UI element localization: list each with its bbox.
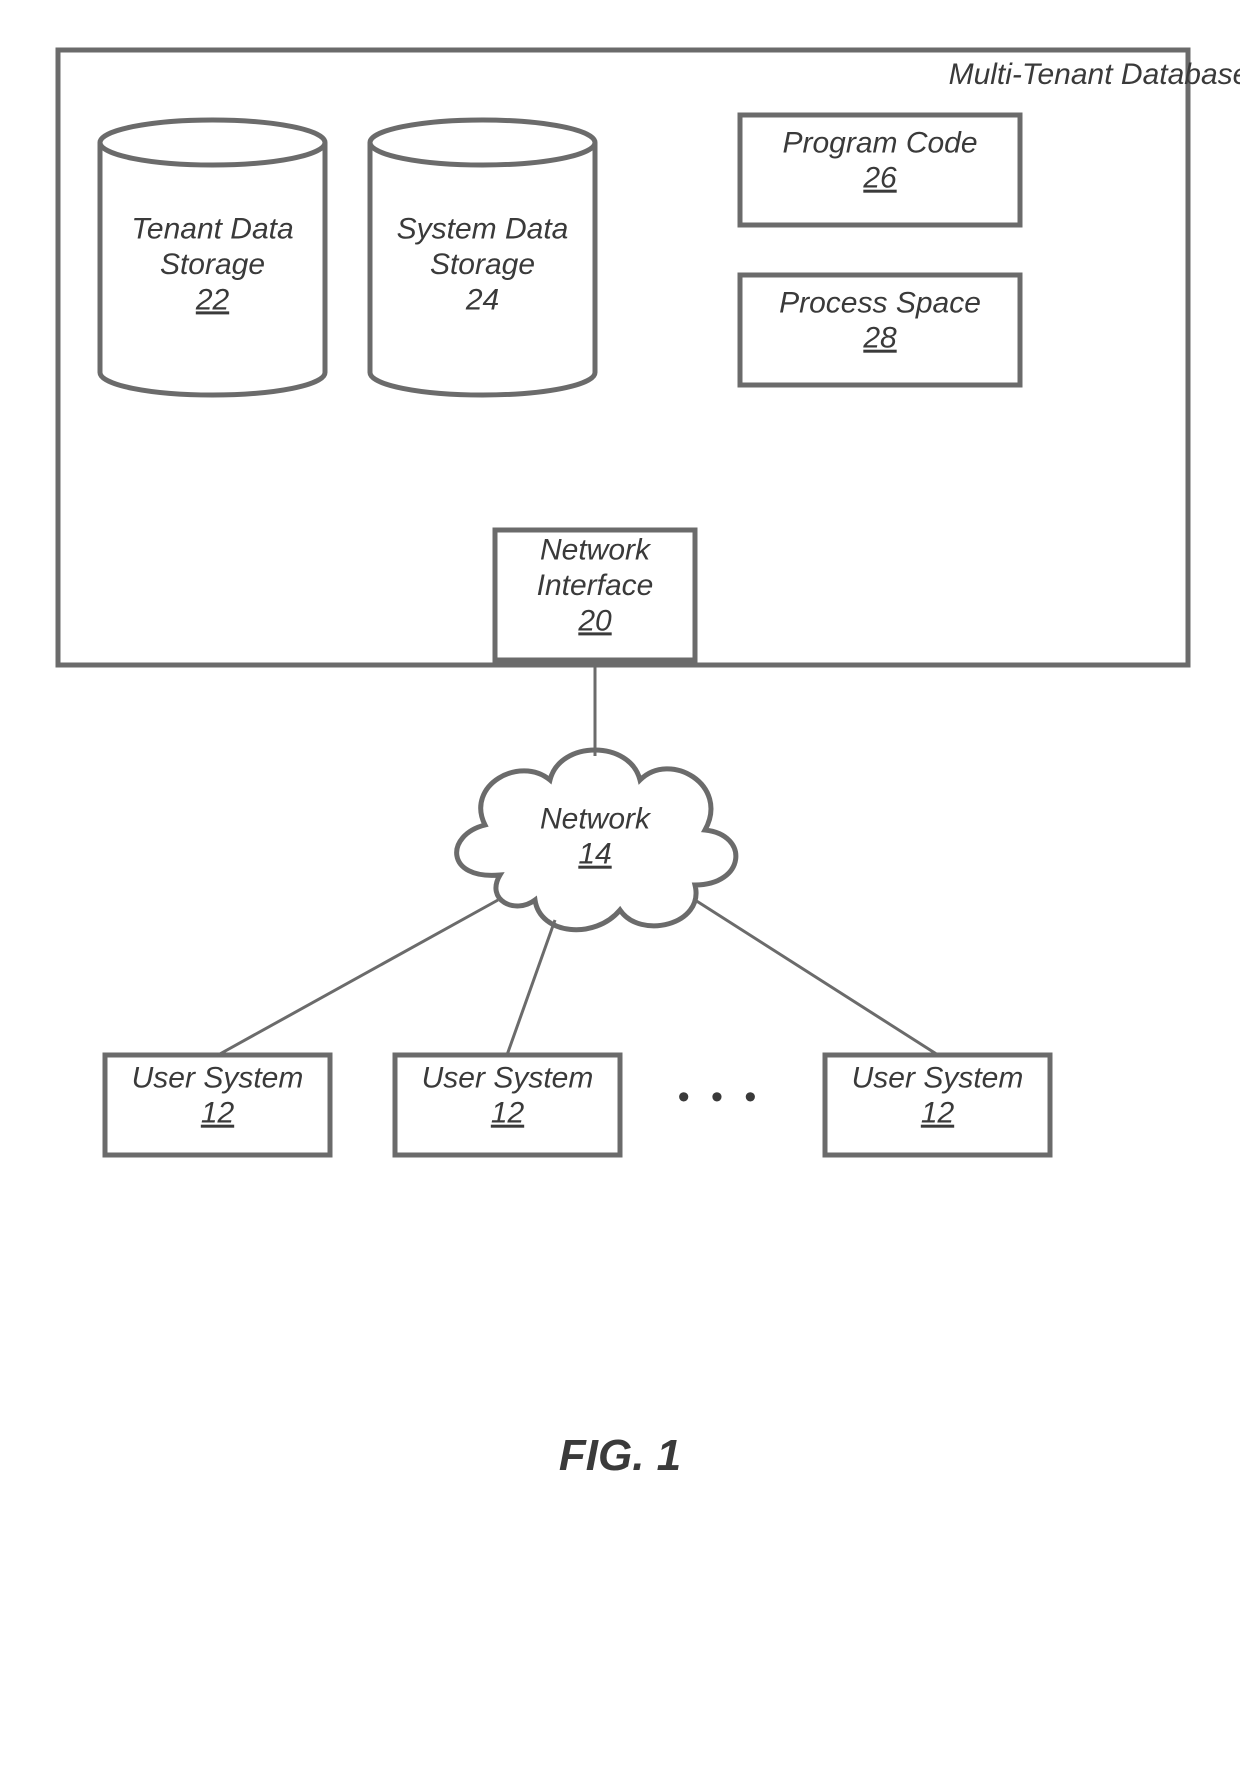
system-storage-cyl-top	[370, 120, 595, 165]
system-storage-label-line-2: 24	[465, 283, 499, 316]
network-interface-label-line-0: Network	[540, 534, 652, 567]
process-space-label-line-0: Process Space	[779, 286, 981, 319]
process-space-label-line-1: 28	[862, 322, 897, 355]
system-storage-cyl-bottom	[370, 373, 595, 396]
user2-label-line-1: 12	[491, 1097, 525, 1130]
edge-network-user1	[218, 900, 498, 1055]
program-code-label-line-0: Program Code	[782, 126, 977, 159]
system-storage-label-line-1: Storage	[430, 248, 535, 281]
tenant-storage-cyl-bottom	[100, 373, 325, 396]
network-interface-label-line-2: 20	[577, 604, 612, 637]
system-storage-label-line-0: System Data	[397, 213, 569, 246]
user3-label-line-0: User System	[852, 1061, 1024, 1094]
program-code-label-line-1: 26	[862, 162, 897, 195]
network-label-line-0: Network	[540, 802, 652, 835]
tenant-storage-label-line-1: Storage	[160, 248, 265, 281]
edge-network-user3	[695, 900, 938, 1055]
ellipsis: • • •	[678, 1078, 763, 1116]
outer-box-title: Multi-Tenant Database System 16	[949, 58, 1240, 91]
tenant-storage-cyl-top	[100, 120, 325, 165]
user1-label-line-1: 12	[201, 1097, 235, 1130]
edge-network-user2	[507, 920, 555, 1055]
user2-label-line-0: User System	[422, 1061, 594, 1094]
tenant-storage-label-line-0: Tenant Data	[131, 213, 293, 246]
user1-label-line-0: User System	[132, 1061, 304, 1094]
tenant-storage-label-line-2: 22	[195, 283, 230, 316]
network-interface-label-line-1: Interface	[537, 569, 654, 602]
network-label-line-1: 14	[578, 838, 611, 871]
user3-label-line-1: 12	[921, 1097, 955, 1130]
figure-caption: FIG. 1	[559, 1431, 681, 1480]
